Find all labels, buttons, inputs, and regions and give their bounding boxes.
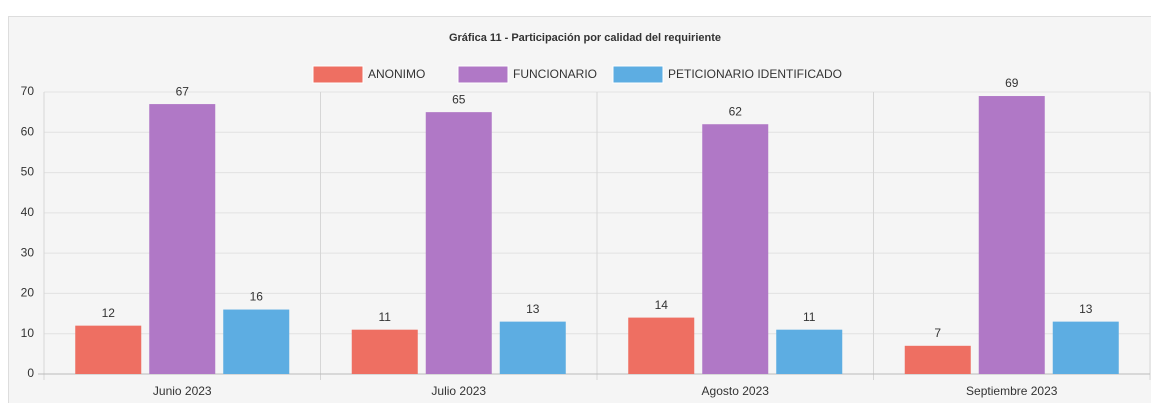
x-tick-label: Junio 2023 xyxy=(153,384,212,398)
bar xyxy=(223,309,290,374)
bar xyxy=(904,345,971,374)
legend-label: ANONIMO xyxy=(368,67,425,81)
bar xyxy=(978,96,1045,375)
bar xyxy=(499,321,566,374)
bar xyxy=(702,124,769,374)
legend-swatch xyxy=(612,65,664,84)
data-label: 11 xyxy=(379,310,392,324)
legend-label: PETICIONARIO IDENTIFICADO xyxy=(668,67,842,81)
y-tick-label: 30 xyxy=(21,245,35,259)
data-label: 16 xyxy=(250,290,264,304)
y-tick-label: 70 xyxy=(21,84,35,98)
bar xyxy=(776,329,843,374)
x-tick-label: Septiembre 2023 xyxy=(966,384,1058,398)
data-label: 7 xyxy=(934,326,941,340)
y-tick-label: 10 xyxy=(21,326,35,340)
bar xyxy=(628,317,695,374)
data-label: 13 xyxy=(1079,302,1093,316)
y-tick-label: 20 xyxy=(21,286,35,300)
legend-swatch xyxy=(312,65,364,84)
bar xyxy=(425,112,492,375)
bar xyxy=(351,329,418,374)
data-label: 12 xyxy=(102,306,116,320)
x-tick-label: Julio 2023 xyxy=(431,384,486,398)
data-label: 13 xyxy=(526,302,540,316)
bar xyxy=(75,325,142,374)
bar xyxy=(149,104,216,374)
y-tick-label: 40 xyxy=(21,205,35,219)
y-tick-label: 60 xyxy=(21,124,35,138)
data-label: 11 xyxy=(803,310,816,324)
y-tick-label: 50 xyxy=(21,165,35,179)
data-label: 62 xyxy=(729,104,743,118)
data-label: 65 xyxy=(452,92,466,106)
x-tick-label: Agosto 2023 xyxy=(702,384,770,398)
legend-swatch xyxy=(457,65,509,84)
data-label: 69 xyxy=(1005,76,1019,90)
bar xyxy=(1052,321,1119,374)
legend-label: FUNCIONARIO xyxy=(513,67,597,81)
data-label: 14 xyxy=(655,298,669,312)
y-tick-label: 0 xyxy=(27,366,34,380)
data-label: 67 xyxy=(176,84,190,98)
chart-title: Gráfica 11 - Participación por calidad d… xyxy=(449,32,721,44)
